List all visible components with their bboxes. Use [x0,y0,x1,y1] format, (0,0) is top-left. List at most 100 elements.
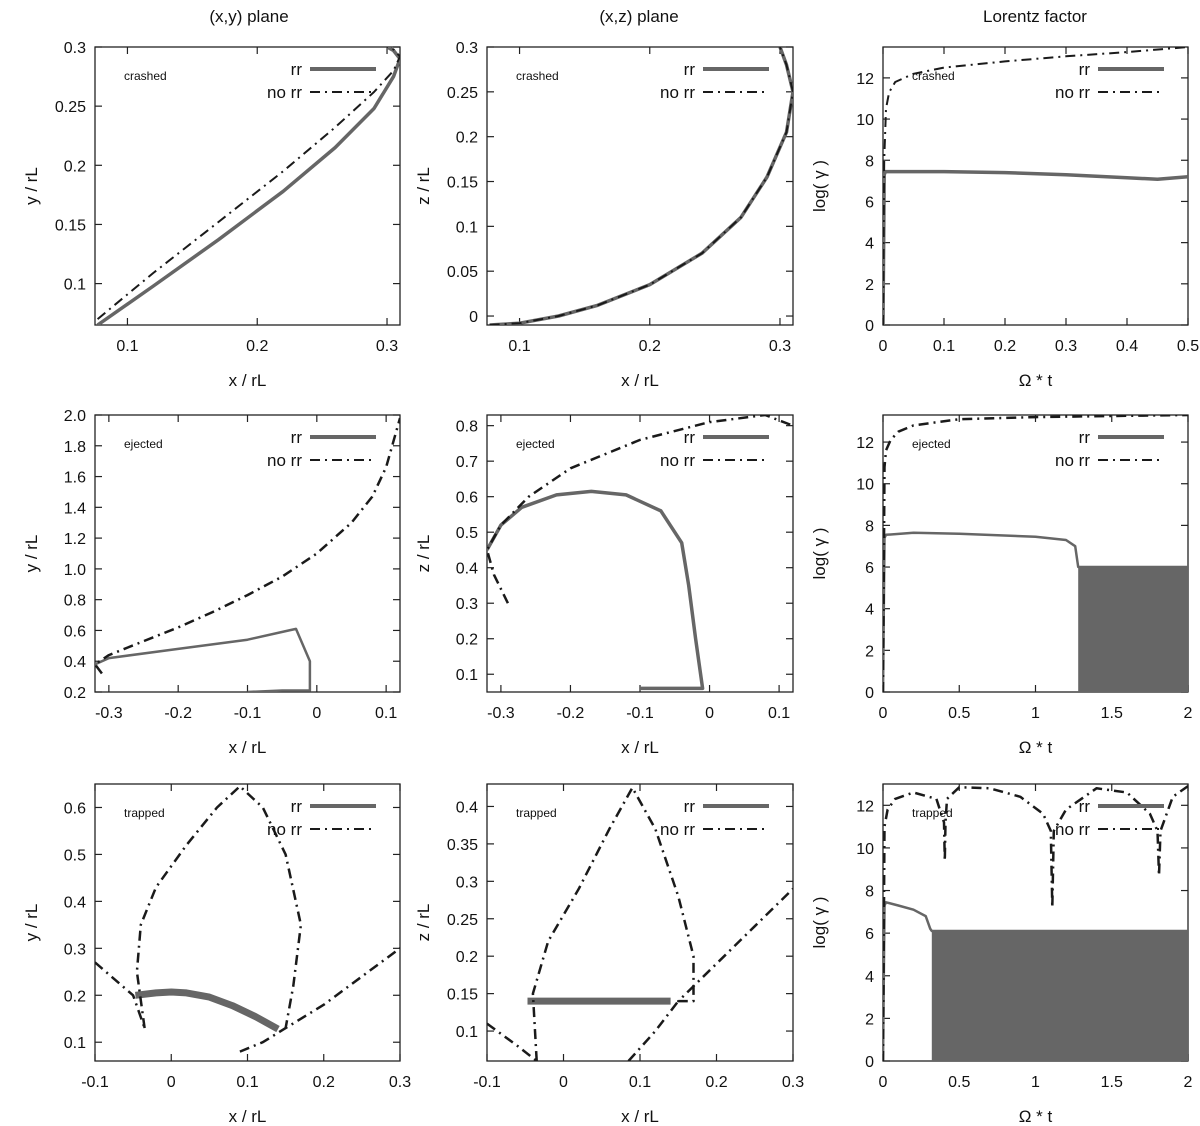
y-tick-label: 4 [865,236,874,253]
y-tick-label: 0.25 [55,99,86,116]
series-rr-line [487,489,705,691]
panel-5: -0.3 -0.2 -0.1 0 0.1 0.1 0.2 0.3 0.4 0.5 0.6 0.7 0.8… [414,414,794,757]
case-annotation: ejected [124,437,163,451]
x-axis-label: x / rL [229,1107,267,1126]
legend-label-no-rr: no rr [660,820,695,839]
rr-oscillation-band [931,931,1188,1061]
data-layer [883,785,1188,1061]
y-axis-label: z / rL [414,167,433,205]
y-tick-label: 4 [865,969,874,986]
data-layer [883,415,1188,692]
x-tick-label: 1.5 [1101,705,1123,722]
y-axis-label: y / rL [22,535,41,573]
y-tick-label: 12 [856,435,874,452]
panel-3: 0 0.1 0.2 0.3 0.4 0.5 0 2 4 6 8 10 12 Ω * t log( γ ) cr… [810,46,1199,390]
legend-label-rr: rr [684,428,696,447]
y-tick-label: 4 [865,602,874,619]
series-rr-line [134,988,280,1033]
series-no-rr-line [487,415,793,604]
x-tick-label: 0 [312,705,321,722]
legend-label-no-rr: no rr [1055,820,1090,839]
rr-oscillation-band [1078,567,1188,692]
series-rr-line [883,531,1188,692]
legend-label-rr: rr [291,60,303,79]
series-rr-line [883,169,1188,325]
column-title-xz: (x,z) plane [599,7,678,26]
y-tick-label: 10 [856,477,874,494]
y-tick-label: 0.4 [456,799,478,816]
series-rr-line [489,47,793,325]
x-tick-label: 1 [1031,1074,1040,1091]
x-tick-label: 0.4 [1116,338,1138,355]
y-tick-label: 0.35 [447,837,478,854]
case-annotation: crashed [912,69,955,83]
y-tick-label: 0.2 [64,685,86,702]
x-tick-label: 0.5 [1177,338,1199,355]
data-layer [487,415,793,691]
x-tick-label: 0.2 [994,338,1016,355]
x-tick-label: 0.3 [389,1074,411,1091]
x-tick-label: 0 [879,1074,888,1091]
y-tick-label: 1.4 [64,500,86,517]
panel-6: 0 0.5 1 1.5 2 0 2 4 6 8 10 12 Ω * t log( γ ) ejected rr… [810,414,1193,757]
y-tick-label: 0.25 [447,85,478,102]
y-tick-label: 0.3 [64,40,86,57]
y-tick-label: 0.15 [55,217,86,234]
x-tick-label: 0.2 [313,1074,335,1091]
x-tick-label: 2 [1184,1074,1193,1091]
x-axis-label: x / rL [229,371,267,390]
y-tick-label: 12 [856,798,874,815]
case-annotation: ejected [516,437,555,451]
y-axis-label: z / rL [414,904,433,942]
x-tick-label: -0.1 [234,705,262,722]
panel-2: 0.1 0.2 0.3 0 0.05 0.1 0.15 0.2 0.25 0.3 x / rL z /… [414,40,794,390]
y-tick-label: 0.05 [447,264,478,281]
plot-frame [94,414,401,693]
y-tick-label: 0.25 [447,912,478,929]
case-annotation: crashed [516,69,559,83]
plot-frame [486,783,794,1062]
series-rr-line [96,47,400,325]
y-tick-label: 1.2 [64,531,86,548]
case-annotation: trapped [912,806,953,820]
legend-label-no-rr: no rr [1055,451,1090,470]
y-axis-label: log( γ ) [810,897,829,949]
legend-label-no-rr: no rr [267,451,302,470]
x-tick-label: -0.2 [164,705,192,722]
y-tick-label: 0.3 [456,40,478,57]
legend-label-rr: rr [1079,60,1091,79]
legend-label-rr: rr [1079,797,1091,816]
x-tick-label: 1 [1031,705,1040,722]
y-tick-label: 0.1 [64,277,86,294]
y-tick-label: 0.5 [64,847,86,864]
series-no-rr-line [135,785,400,1030]
y-tick-label: 0.1 [456,667,478,684]
y-tick-label: 0 [469,309,478,326]
panel-8: -0.1 0 0.1 0.2 0.3 0.1 0.15 0.2 0.25 0.3 0.35 0.4 x … [414,783,804,1126]
plot-frame [94,46,401,326]
x-tick-label: 0.1 [236,1074,258,1091]
panel-7: -0.1 0 0.1 0.2 0.3 0.1 0.2 0.3 0.4 0.5 0.6 x / rL y … [22,783,411,1126]
series-no-rr-line [239,1027,287,1053]
y-tick-label: 1.8 [64,439,86,456]
legend-label-rr: rr [684,60,696,79]
x-tick-label: 0.3 [376,338,398,355]
x-tick-label: -0.1 [473,1074,501,1091]
data-layer [489,47,793,325]
x-tick-label: 0.2 [246,338,268,355]
y-axis-label: log( γ ) [810,528,829,580]
series-no-rr-line [95,961,146,1029]
y-tick-label: 1.0 [64,562,86,579]
data-layer [95,785,400,1053]
x-axis-label: x / rL [229,738,267,757]
y-tick-label: 0.7 [456,454,478,471]
y-tick-label: 0.4 [456,561,478,578]
x-axis-label: Ω * t [1019,1107,1053,1126]
x-tick-label: 0 [167,1074,176,1091]
y-tick-label: 0.6 [64,623,86,640]
y-tick-label: 0 [865,685,874,702]
legend-label-rr: rr [1079,428,1091,447]
plot-frame [486,414,794,693]
y-tick-label: 2 [865,1011,874,1028]
